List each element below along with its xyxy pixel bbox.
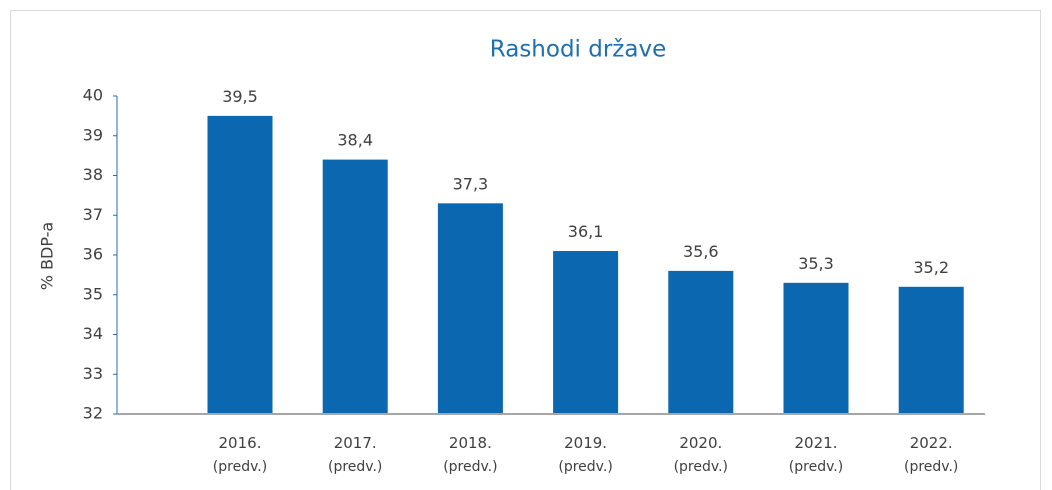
data-label: 35,6 (683, 242, 719, 261)
y-tick-label: 38 (83, 165, 103, 184)
x-tick-label-line: 2017. (334, 434, 377, 452)
y-tick-label: 39 (83, 125, 103, 144)
y-tick-label: 36 (83, 245, 103, 264)
bar (668, 270, 734, 414)
data-label: 36,1 (568, 222, 604, 241)
data-label: 37,3 (453, 174, 489, 193)
bar (898, 286, 964, 414)
x-tick-label-line: 2022. (910, 434, 953, 452)
data-label: 38,4 (337, 131, 373, 150)
x-tick-label-line: (predv.) (674, 459, 728, 475)
bar (207, 115, 273, 414)
x-tick-label-line: 2018. (449, 434, 492, 452)
chart-title: Rashodi države (490, 37, 667, 63)
x-tick-label: 2021. (predv.) (789, 434, 843, 475)
x-tick-label-line: 2021. (795, 434, 838, 452)
x-tick-label-line: (predv.) (213, 459, 267, 475)
x-tick-label: 2018. (predv.) (443, 434, 497, 475)
y-tick-label: 35 (83, 284, 103, 303)
x-tick-label-line: 2016. (219, 434, 262, 452)
y-tick-label: 37 (83, 205, 103, 224)
x-tick-label-line: 2020. (679, 434, 722, 452)
y-axis-label: % BDP-a (38, 222, 57, 290)
y-tick-label: 33 (83, 364, 103, 383)
y-tick-label: 32 (83, 404, 103, 423)
y-tick-label: 40 (83, 86, 103, 105)
x-tick-label-line: (predv.) (328, 459, 382, 475)
x-tick-label-line: (predv.) (789, 459, 843, 475)
chart-border (10, 10, 1041, 490)
bar (783, 282, 849, 414)
x-tick-label: 2019. (predv.) (558, 434, 612, 475)
bar (437, 203, 503, 414)
data-label: 35,2 (913, 258, 949, 277)
x-tick-label-line: (predv.) (904, 459, 958, 475)
x-tick-label: 2020. (predv.) (674, 434, 728, 475)
y-tick-label: 34 (83, 324, 103, 343)
x-tick-label: 2022. (predv.) (904, 434, 958, 475)
data-label: 35,3 (798, 254, 834, 273)
bar (322, 159, 388, 414)
data-label: 39,5 (222, 87, 258, 106)
x-tick-label-line: (predv.) (558, 459, 612, 475)
x-tick-label-line: (predv.) (443, 459, 497, 475)
x-tick-label: 2017. (predv.) (328, 434, 382, 475)
x-tick-label: 2016. (predv.) (213, 434, 267, 475)
x-tick-label-line: 2019. (564, 434, 607, 452)
bar (553, 251, 619, 414)
